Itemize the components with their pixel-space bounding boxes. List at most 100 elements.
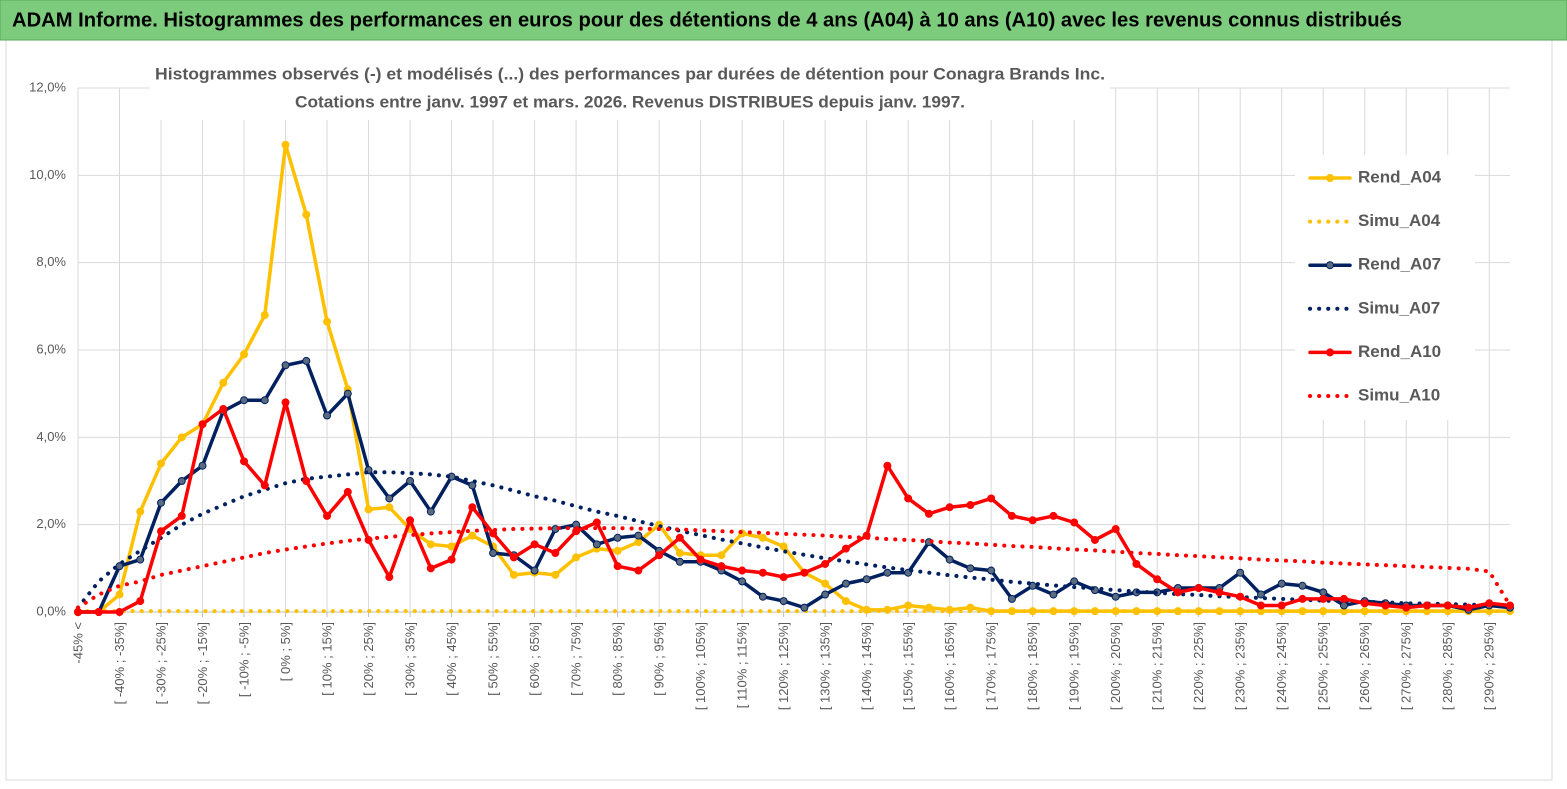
data-point (758, 533, 767, 542)
data-point (1298, 581, 1307, 590)
data-point (987, 566, 996, 575)
data-point (385, 494, 394, 503)
x-tick-label: -45% < (70, 622, 85, 664)
data-point (468, 503, 477, 512)
data-point (717, 551, 726, 560)
data-point (613, 546, 622, 555)
data-point (841, 544, 850, 553)
y-tick-label: 12,0% (29, 79, 66, 94)
data-point (592, 540, 601, 549)
x-tick-label: [ 50% ; 55%] (486, 622, 501, 696)
x-tick-label: [ 10% ; 15%] (319, 622, 334, 696)
data-point (219, 378, 228, 387)
data-point (800, 603, 809, 612)
chart-title: Histogrammes observés (-) et modélisés (… (155, 64, 1105, 83)
series-line (76, 470, 1512, 610)
data-point (136, 507, 145, 516)
legend-label: Rend_A07 (1358, 255, 1441, 274)
data-point (945, 503, 954, 512)
data-point (136, 597, 145, 606)
data-point (385, 503, 394, 512)
chart-subtitle: Cotations entre janv. 1997 et mars. 2026… (295, 92, 965, 111)
data-point (1132, 559, 1141, 568)
data-point (924, 603, 933, 612)
data-point (157, 527, 166, 536)
data-point (240, 457, 249, 466)
data-point (198, 461, 207, 470)
data-point (841, 597, 850, 606)
legend-label: Simu_A04 (1358, 211, 1441, 230)
x-tick-label: [ 60% ; 65%] (527, 622, 542, 696)
data-point (219, 404, 228, 413)
data-point (260, 481, 269, 490)
legend: Rend_A04 Simu_A04 Rend_A07 Simu_A07 Rend_A10… (1295, 155, 1475, 420)
x-tick-label: [ 120% ; 125%] (776, 622, 791, 710)
data-point (655, 551, 664, 560)
data-point (1007, 511, 1016, 520)
data-point (1215, 588, 1224, 597)
x-tick-label: [ 250% ; 255%] (1316, 622, 1331, 710)
data-point (302, 356, 311, 365)
chart-frame (5, 39, 1553, 781)
data-point (364, 505, 373, 514)
legend-background (1295, 155, 1475, 420)
data-point (1236, 568, 1245, 577)
data-point (924, 509, 933, 518)
data-point (177, 433, 186, 442)
data-point (406, 477, 415, 485)
x-tick-label: [ 240% ; 245%] (1274, 622, 1289, 710)
data-point (1360, 599, 1369, 608)
data-point (509, 570, 518, 579)
data-point (1422, 601, 1431, 610)
data-point (426, 507, 435, 516)
data-point (343, 389, 352, 398)
x-tick-label: [ 290% ; 295%] (1482, 622, 1497, 710)
x-tick-label: [ 200% ; 205%] (1108, 622, 1123, 710)
y-tick-label: 6,0% (36, 341, 66, 356)
x-tick-label: [ 80% ; 85%] (610, 622, 625, 696)
data-point (240, 350, 249, 359)
x-tick-label: [ 110% ; 115%] (735, 622, 750, 708)
data-point (177, 511, 186, 520)
data-point (468, 531, 477, 540)
data-point (821, 579, 830, 588)
data-point (779, 542, 788, 551)
data-point (260, 311, 269, 320)
data-point (1319, 594, 1328, 603)
data-point (426, 564, 435, 573)
data-point (426, 540, 435, 549)
data-point (904, 494, 913, 503)
legend-label: Simu_A10 (1358, 385, 1440, 404)
data-point (489, 549, 498, 558)
data-point (1256, 601, 1265, 610)
data-point (1236, 592, 1245, 601)
data-point (1443, 601, 1452, 610)
data-point (509, 553, 518, 562)
x-tick-label: [ 150% ; 155%] (901, 622, 916, 710)
data-point (1153, 575, 1162, 584)
data-point (966, 501, 975, 510)
x-tick-label: [ 160% ; 165%] (942, 622, 957, 710)
data-point (841, 579, 850, 588)
data-point (1298, 594, 1307, 603)
data-point (634, 566, 643, 575)
data-point (1111, 525, 1120, 534)
header-title: ADAM Informe. Histogrammes des performan… (12, 9, 1402, 31)
x-tick-label: [ 130% ; 135%] (818, 622, 833, 710)
data-point (779, 573, 788, 582)
y-tick-label: 2,0% (36, 516, 66, 531)
data-point (281, 140, 290, 149)
data-point (1319, 588, 1328, 597)
data-point (1173, 588, 1182, 597)
data-point (821, 590, 830, 599)
data-point (1194, 583, 1203, 592)
series-line (76, 400, 1512, 614)
data-point (198, 420, 207, 429)
x-tick-label: [ 210% ; 215%] (1150, 622, 1165, 710)
data-point (406, 516, 415, 525)
data-point (343, 487, 352, 496)
data-point (883, 461, 892, 470)
data-point (385, 573, 394, 582)
series-line (76, 526, 1512, 610)
